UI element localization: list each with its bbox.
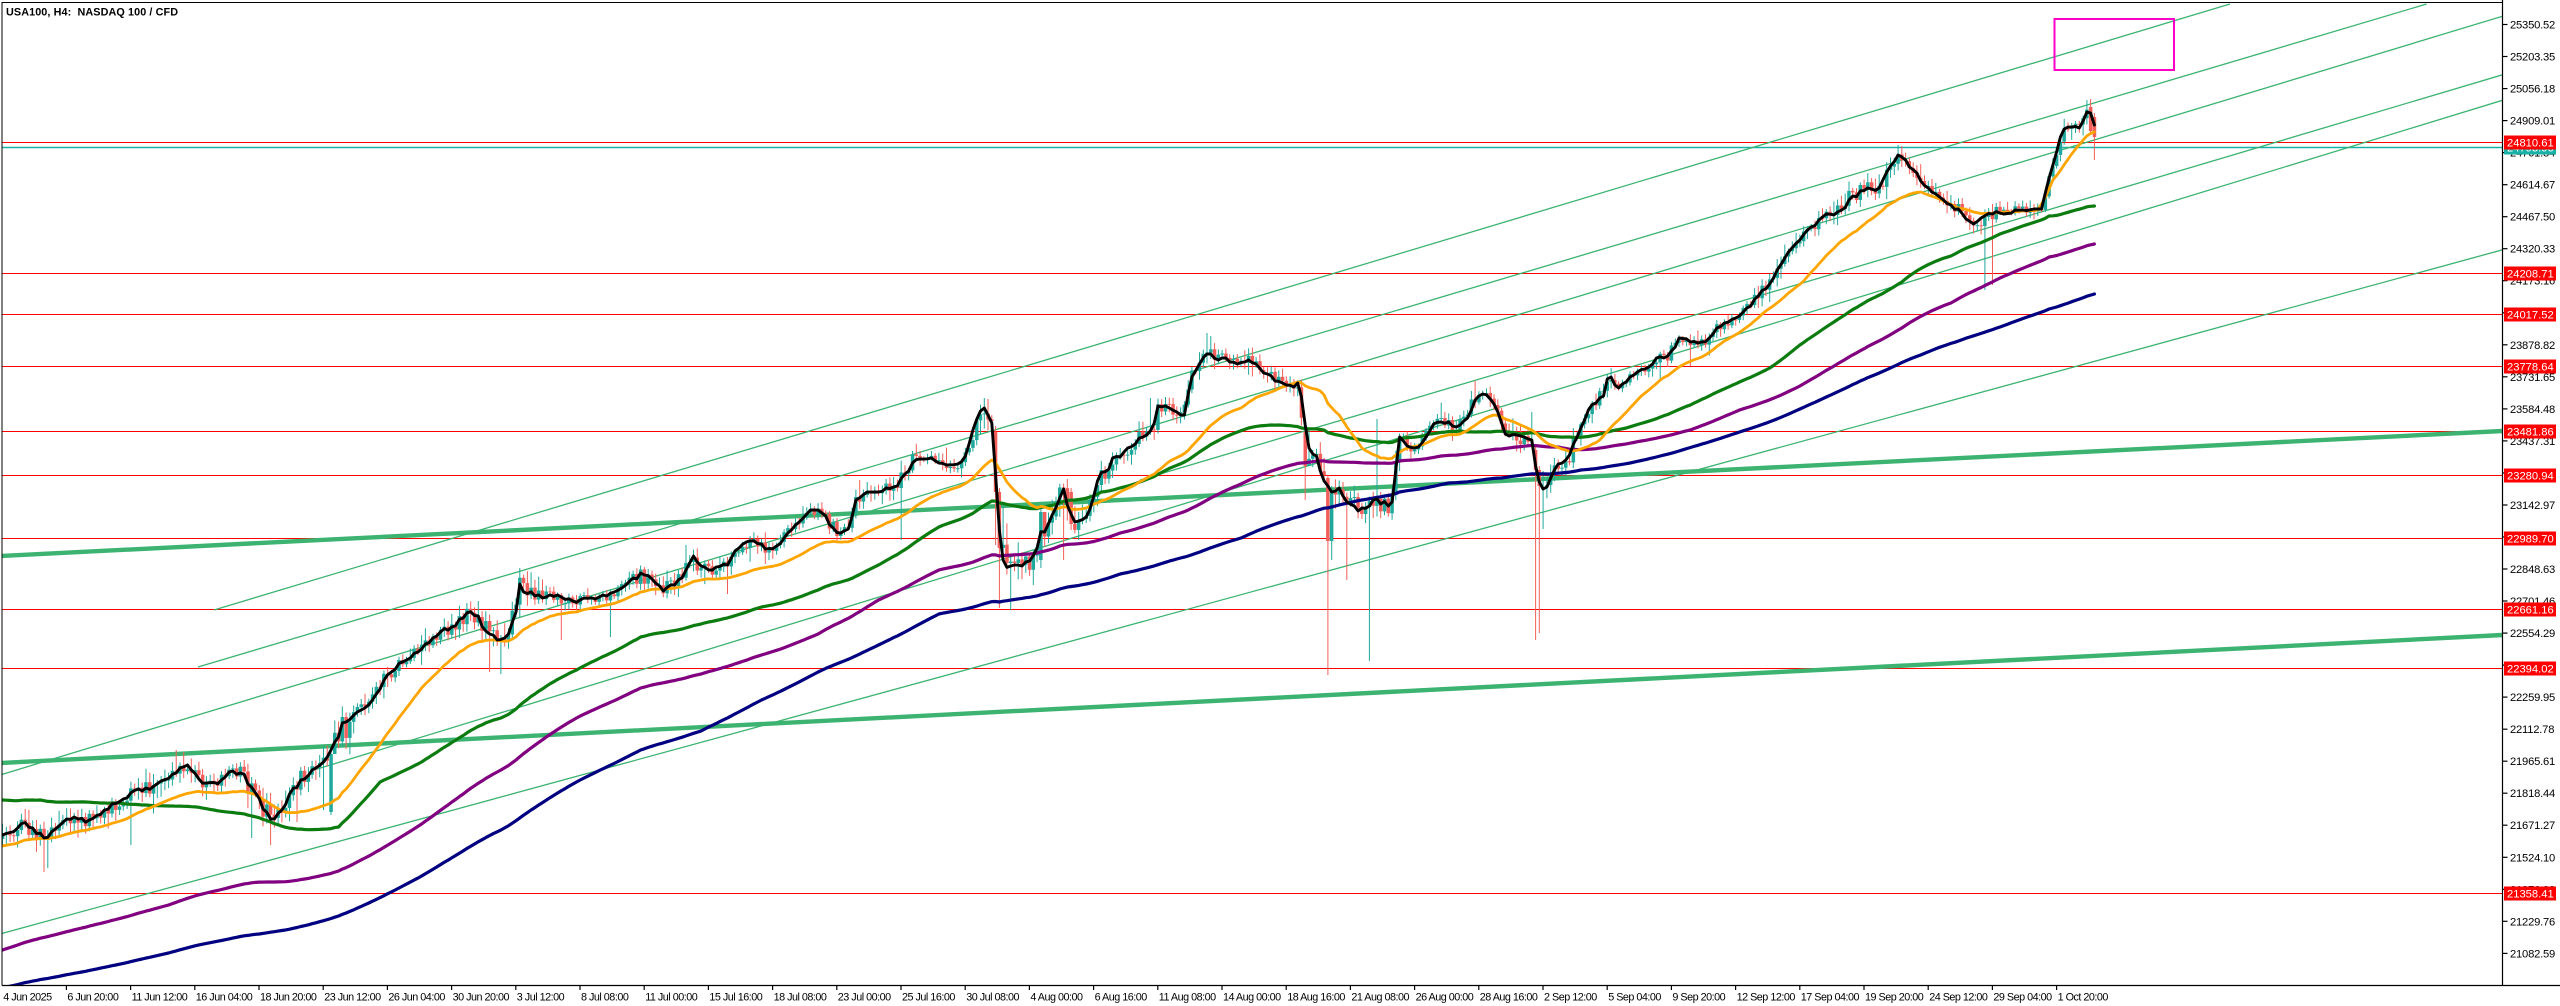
svg-text:11 Jun 12:00: 11 Jun 12:00 — [132, 992, 188, 1004]
svg-text:5 Sep 04:00: 5 Sep 04:00 — [1608, 992, 1661, 1004]
svg-text:6 Aug 16:00: 6 Aug 16:00 — [1095, 992, 1148, 1004]
svg-text:22259.95: 22259.95 — [2510, 692, 2555, 704]
svg-text:29 Sep 04:00: 29 Sep 04:00 — [1993, 992, 2052, 1004]
svg-text:24208.71: 24208.71 — [2507, 269, 2554, 281]
svg-text:18 Jun 20:00: 18 Jun 20:00 — [260, 992, 317, 1004]
svg-text:23481.86: 23481.86 — [2507, 427, 2554, 439]
svg-text:23280.94: 23280.94 — [2507, 471, 2554, 483]
svg-text:21965.61: 21965.61 — [2510, 756, 2555, 768]
svg-text:18 Aug 16:00: 18 Aug 16:00 — [1287, 992, 1345, 1004]
svg-text:8 Jul 08:00: 8 Jul 08:00 — [581, 992, 629, 1004]
svg-text:25056.18: 25056.18 — [2510, 84, 2555, 96]
svg-text:1 Oct 20:00: 1 Oct 20:00 — [2058, 992, 2109, 1004]
svg-text:22394.02: 22394.02 — [2507, 664, 2554, 676]
svg-text:21524.10: 21524.10 — [2510, 852, 2555, 864]
svg-text:17 Sep 04:00: 17 Sep 04:00 — [1801, 992, 1860, 1004]
svg-text:22989.70: 22989.70 — [2507, 534, 2554, 546]
svg-text:25 Jul 16:00: 25 Jul 16:00 — [902, 992, 955, 1004]
svg-text:25350.52: 25350.52 — [2510, 20, 2555, 32]
svg-text:21229.76: 21229.76 — [2510, 916, 2555, 928]
svg-text:26 Aug 00:00: 26 Aug 00:00 — [1416, 992, 1474, 1004]
svg-text:23 Jul 00:00: 23 Jul 00:00 — [838, 992, 891, 1004]
svg-text:24320.33: 24320.33 — [2510, 244, 2555, 256]
svg-text:22112.78: 22112.78 — [2510, 724, 2554, 736]
svg-text:24 Sep 12:00: 24 Sep 12:00 — [1929, 992, 1988, 1004]
svg-text:26 Jun 04:00: 26 Jun 04:00 — [388, 992, 445, 1004]
svg-text:22661.16: 22661.16 — [2507, 605, 2554, 617]
svg-text:30 Jul 08:00: 30 Jul 08:00 — [966, 992, 1019, 1004]
svg-text:24017.52: 24017.52 — [2507, 310, 2554, 322]
svg-text:3 Jul 12:00: 3 Jul 12:00 — [517, 992, 565, 1004]
svg-text:USA100, H4: NASDAQ 100 / CFD: USA100, H4: NASDAQ 100 / CFD — [6, 7, 178, 19]
svg-text:21 Aug 08:00: 21 Aug 08:00 — [1351, 992, 1409, 1004]
svg-text:11 Aug 08:00: 11 Aug 08:00 — [1159, 992, 1216, 1004]
svg-text:4 Aug 00:00: 4 Aug 00:00 — [1030, 992, 1083, 1004]
svg-text:14 Aug 00:00: 14 Aug 00:00 — [1223, 992, 1281, 1004]
svg-text:16 Jun 04:00: 16 Jun 04:00 — [196, 992, 253, 1004]
svg-text:15 Jul 16:00: 15 Jul 16:00 — [709, 992, 762, 1004]
svg-text:24909.01: 24909.01 — [2510, 116, 2555, 128]
svg-text:24614.67: 24614.67 — [2510, 180, 2555, 192]
svg-text:24467.50: 24467.50 — [2510, 212, 2555, 224]
svg-text:24810.61: 24810.61 — [2507, 138, 2554, 150]
svg-text:23878.82: 23878.82 — [2510, 340, 2555, 352]
svg-text:22848.63: 22848.63 — [2510, 564, 2555, 576]
svg-text:21358.41: 21358.41 — [2507, 889, 2554, 901]
svg-text:23437.31: 23437.31 — [2510, 436, 2555, 448]
svg-text:25203.35: 25203.35 — [2510, 52, 2555, 64]
svg-text:23731.65: 23731.65 — [2510, 372, 2555, 384]
svg-text:11 Jul 00:00: 11 Jul 00:00 — [645, 992, 698, 1004]
svg-text:12 Sep 12:00: 12 Sep 12:00 — [1737, 992, 1796, 1004]
svg-text:2 Sep 12:00: 2 Sep 12:00 — [1544, 992, 1597, 1004]
svg-text:23142.97: 23142.97 — [2510, 500, 2555, 512]
svg-text:19 Sep 20:00: 19 Sep 20:00 — [1865, 992, 1924, 1004]
svg-text:28 Aug 16:00: 28 Aug 16:00 — [1480, 992, 1538, 1004]
svg-text:21818.44: 21818.44 — [2510, 788, 2555, 800]
svg-text:23778.64: 23778.64 — [2507, 362, 2554, 374]
svg-text:21671.27: 21671.27 — [2510, 820, 2555, 832]
svg-text:22554.29: 22554.29 — [2510, 628, 2555, 640]
svg-text:6 Jun 20:00: 6 Jun 20:00 — [67, 992, 118, 1004]
svg-text:9 Sep 20:00: 9 Sep 20:00 — [1672, 992, 1725, 1004]
svg-text:30 Jun 20:00: 30 Jun 20:00 — [453, 992, 510, 1004]
svg-text:21082.59: 21082.59 — [2510, 948, 2555, 960]
svg-text:23 Jun 12:00: 23 Jun 12:00 — [324, 992, 381, 1004]
svg-text:18 Jul 08:00: 18 Jul 08:00 — [774, 992, 827, 1004]
svg-text:23584.48: 23584.48 — [2510, 404, 2555, 416]
svg-text:4 Jun 2025: 4 Jun 2025 — [3, 992, 52, 1004]
